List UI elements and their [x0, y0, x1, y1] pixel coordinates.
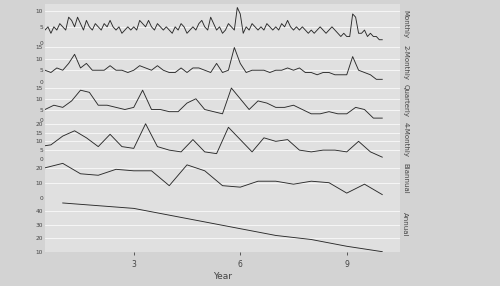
Y-axis label: Annual: Annual: [402, 212, 408, 237]
Y-axis label: 2-Monthly: 2-Monthly: [402, 45, 408, 80]
Y-axis label: Biannual: Biannual: [402, 163, 408, 194]
X-axis label: Year: Year: [213, 272, 232, 281]
Y-axis label: Monthly: Monthly: [402, 9, 408, 38]
Y-axis label: 4-Monthly: 4-Monthly: [402, 122, 408, 157]
Y-axis label: Quarterly: Quarterly: [402, 84, 408, 118]
